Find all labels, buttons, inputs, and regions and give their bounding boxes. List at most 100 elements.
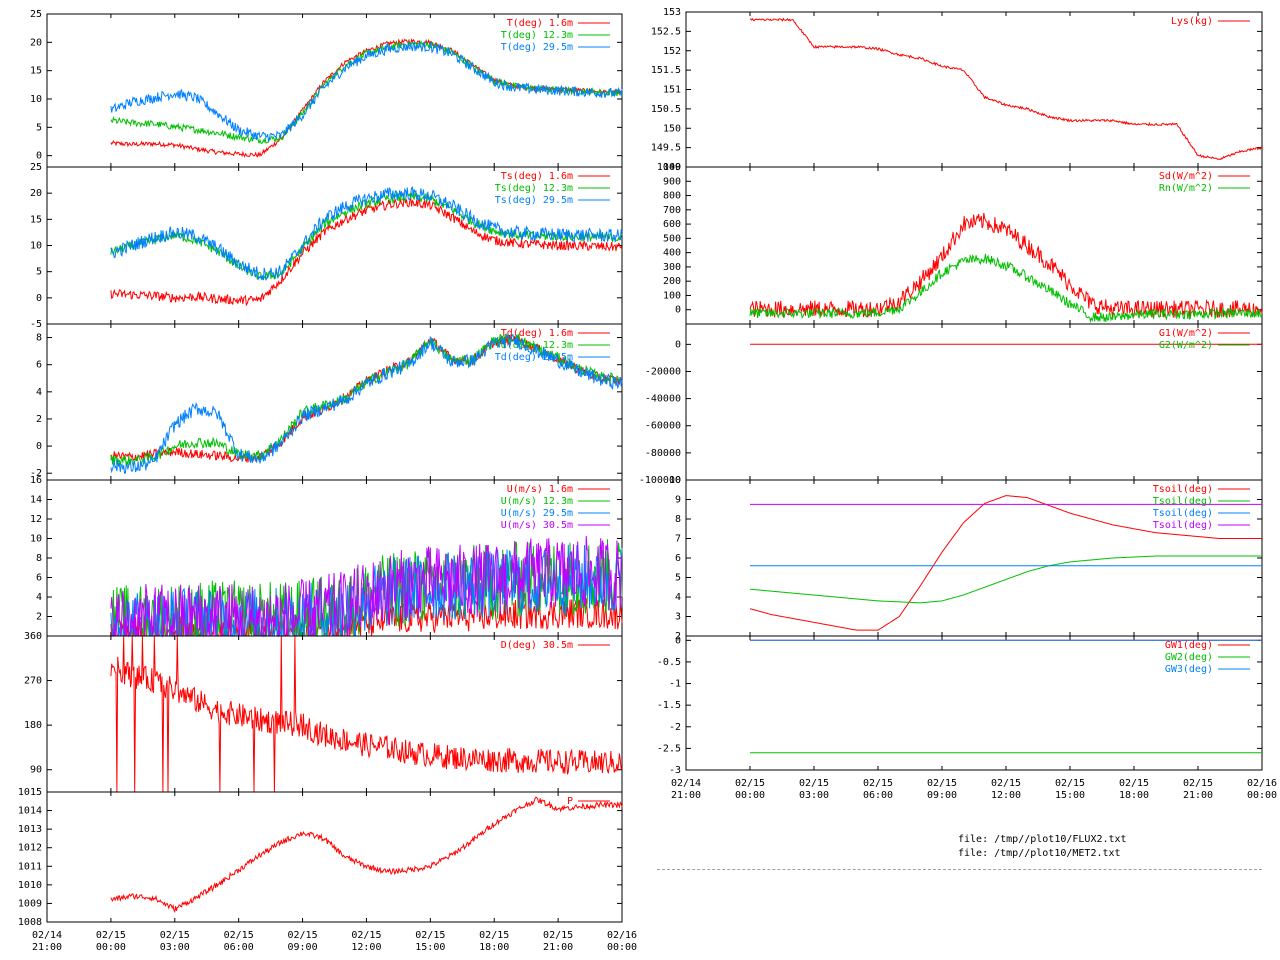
legend-label: G2(W/m^2) xyxy=(1159,340,1213,351)
x-tick-label: 02/15 xyxy=(288,930,318,941)
y-tick-label: 5 xyxy=(36,267,42,278)
x-tick-label: 02/15 xyxy=(1119,778,1149,789)
x-tick-label: 02/15 xyxy=(351,930,381,941)
y-tick-label: 5 xyxy=(36,122,42,133)
y-tick-label: 0 xyxy=(675,635,681,646)
series-line xyxy=(749,253,1263,324)
y-tick-label: -2 xyxy=(669,722,681,733)
legend-label: Tsoil(deg) xyxy=(1153,520,1213,531)
series-line xyxy=(749,495,1262,631)
y-tick-label: 180 xyxy=(24,720,42,731)
y-tick-label: 10 xyxy=(669,475,681,486)
x-tick-label: 00:00 xyxy=(1247,790,1277,801)
legend-label: U(m/s) 1.6m xyxy=(507,484,573,495)
y-tick-label: -3 xyxy=(669,765,681,776)
y-tick-label: 400 xyxy=(663,248,681,259)
x-tick-label: 06:00 xyxy=(224,942,254,953)
y-tick-label: 20 xyxy=(30,37,42,48)
legend-label: GW2(deg) xyxy=(1165,652,1213,663)
y-tick-label: 8 xyxy=(36,553,42,564)
panel-frame xyxy=(685,11,1263,168)
legend-label: Tsoil(deg) xyxy=(1153,496,1213,507)
legend-label: Ts(deg) 1.6m xyxy=(501,171,573,182)
y-tick-label: 150 xyxy=(663,123,681,134)
chart-panel: -100000 -80000 -60000 -40000 -20000 0 G1(W/m^2… xyxy=(639,323,1263,486)
y-tick-label: 5 xyxy=(675,573,681,584)
x-tick-label: 00:00 xyxy=(96,942,126,953)
y-tick-label: 14 xyxy=(30,495,42,506)
x-tick-label: 02/15 xyxy=(224,930,254,941)
y-tick-label: 1000 xyxy=(657,162,681,173)
legend-label: T(deg) 1.6m xyxy=(507,18,573,29)
y-tick-label: 149.5 xyxy=(651,143,681,154)
y-tick-label: -100000 xyxy=(639,475,681,486)
y-tick-label: 149 xyxy=(663,162,681,173)
series-line xyxy=(749,555,1262,604)
panel-frame xyxy=(685,635,1263,771)
y-tick-label: -5 xyxy=(30,319,42,330)
x-tick-label: 02/15 xyxy=(96,930,126,941)
y-tick-label: 500 xyxy=(663,233,681,244)
y-tick-label: 1011 xyxy=(18,861,42,872)
x-tick-label: 02/16 xyxy=(607,930,637,941)
panel-frame xyxy=(46,635,623,793)
y-tick-label: 1013 xyxy=(18,824,42,835)
legend-label: D(deg) 30.5m xyxy=(501,640,573,651)
chart-panel: 2345678910Tsoil(deg)Tsoil(deg)Tsoil(deg)… xyxy=(669,475,1263,642)
chart-panel: -3 -2.5 -2 -1.5 -1 -0.5 0 GW1(deg)GW2(deg)GW3(d… xyxy=(657,635,1263,776)
y-tick-label: 25 xyxy=(30,162,42,173)
series-line xyxy=(110,535,623,638)
y-tick-label: 15 xyxy=(30,66,42,77)
legend-label: Sd(W/m^2) xyxy=(1159,171,1213,182)
series-line xyxy=(749,17,1263,161)
legend-label: GW1(deg) xyxy=(1165,640,1213,651)
y-tick-label: 3 xyxy=(675,612,681,623)
y-tick-label: 300 xyxy=(663,262,681,273)
x-tick-label: 03:00 xyxy=(799,790,829,801)
legend-label: Td(deg) 29.5m xyxy=(495,352,573,363)
file-line: file: /tmp//plot10/FLUX2.txt xyxy=(958,834,1127,845)
y-tick-label: 1014 xyxy=(18,806,42,817)
series-line xyxy=(110,636,623,792)
y-tick-label: 0 xyxy=(36,151,42,162)
y-tick-label: 1010 xyxy=(18,880,42,891)
y-tick-label: 4 xyxy=(36,592,42,603)
chart-panel: 1008 1009 1010 1011 1012 1013 1014 1015 P xyxy=(18,787,623,928)
x-tick-label: 00:00 xyxy=(735,790,765,801)
x-tick-label: 02/15 xyxy=(991,778,1021,789)
y-tick-label: -0.5 xyxy=(657,657,681,668)
series-line xyxy=(749,212,1263,319)
y-tick-label: 100 xyxy=(663,290,681,301)
y-tick-label: 151.5 xyxy=(651,65,681,76)
y-tick-label: 10 xyxy=(30,94,42,105)
x-tick-label: 02/15 xyxy=(927,778,957,789)
x-tick-label: 02/15 xyxy=(735,778,765,789)
y-tick-label: 1015 xyxy=(18,787,42,798)
x-tick-label: 15:00 xyxy=(1055,790,1085,801)
y-tick-label: 4 xyxy=(36,387,42,398)
legend-label: Ts(deg) 29.5m xyxy=(495,195,573,206)
y-tick-label: 152.5 xyxy=(651,26,681,37)
y-tick-label: 0 xyxy=(36,441,42,452)
y-tick-label: -1.5 xyxy=(657,700,681,711)
y-tick-label: 153 xyxy=(663,7,681,18)
x-tick-label: 12:00 xyxy=(991,790,1021,801)
y-tick-label: 25 xyxy=(30,9,42,20)
y-tick-label: 4 xyxy=(675,592,681,603)
x-tick-label: 02/14 xyxy=(671,778,701,789)
y-tick-label: 12 xyxy=(30,514,42,525)
y-tick-label: 270 xyxy=(24,676,42,687)
y-tick-label: 8 xyxy=(675,514,681,525)
legend-label: T(deg) 12.3m xyxy=(501,30,573,41)
x-tick-label: 18:00 xyxy=(479,942,509,953)
legend-label: Rn(W/m^2) xyxy=(1159,183,1213,194)
legend-label: U(m/s) 29.5m xyxy=(501,508,573,519)
chart-panel: 90 180 270 360 D(deg) 30.5m xyxy=(24,631,623,793)
y-tick-label: 9 xyxy=(675,495,681,506)
y-tick-label: 200 xyxy=(663,276,681,287)
y-tick-label: 360 xyxy=(24,631,42,642)
x-tick-label: 02/15 xyxy=(160,930,190,941)
y-tick-label: 152 xyxy=(663,46,681,57)
x-tick-label: 02/15 xyxy=(543,930,573,941)
